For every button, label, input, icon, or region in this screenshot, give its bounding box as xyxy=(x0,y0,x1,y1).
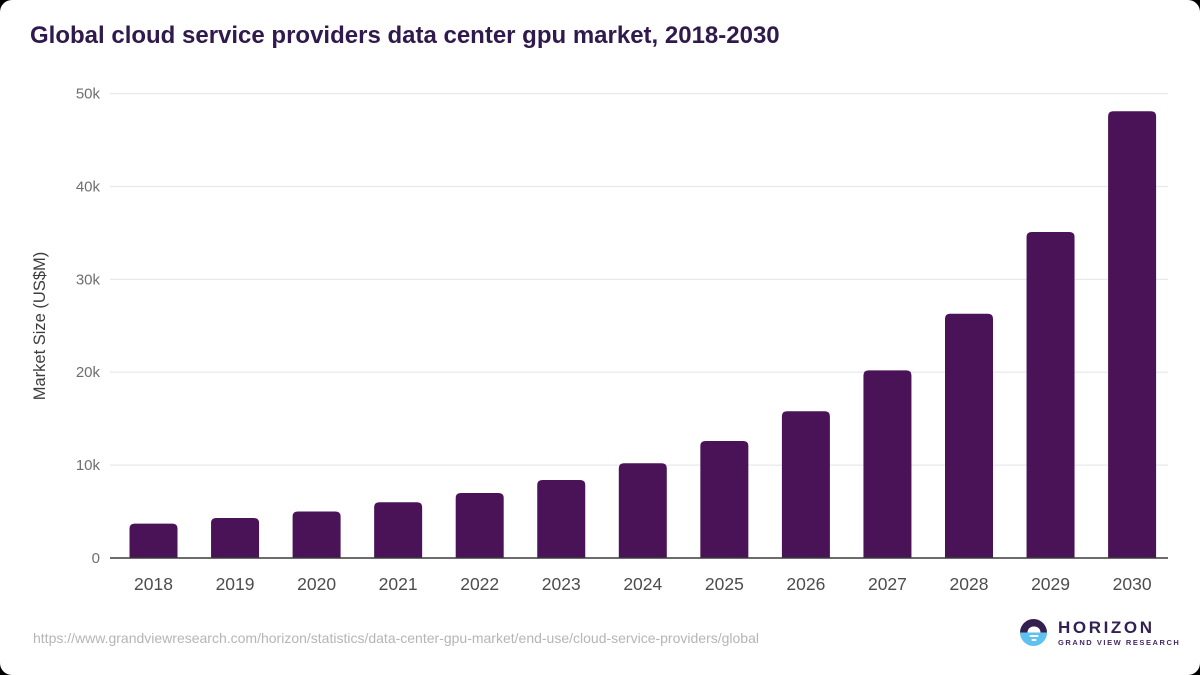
chart-title: Global cloud service providers data cent… xyxy=(30,22,780,49)
bar-2023 xyxy=(537,479,586,558)
bar-2029 xyxy=(1026,231,1075,558)
bar-2030 xyxy=(1108,111,1157,559)
bar-2020 xyxy=(292,511,341,558)
bar-2024 xyxy=(618,463,667,558)
bar-2027 xyxy=(863,370,912,558)
y-tick-label-40k: 40k xyxy=(76,178,101,195)
x-tick-label-2030: 2030 xyxy=(1113,574,1152,594)
x-tick-label-2022: 2022 xyxy=(460,574,499,594)
y-axis-title: Market Size (US$M) xyxy=(31,252,49,401)
bar-2026 xyxy=(781,411,830,558)
x-tick-label-2023: 2023 xyxy=(542,574,581,594)
bar-2019 xyxy=(211,518,260,558)
x-tick-label-2025: 2025 xyxy=(705,574,744,594)
x-tick-label-2021: 2021 xyxy=(379,574,418,594)
logo-text: HORIZON GRAND VIEW RESEARCH xyxy=(1058,619,1180,647)
bar-2018 xyxy=(129,523,178,558)
sun-reflection-icon xyxy=(1031,638,1036,641)
sun-reflection-icon xyxy=(1029,634,1038,637)
y-tick-label-30k: 30k xyxy=(76,271,101,288)
bar-2025 xyxy=(700,440,749,558)
x-tick-label-2027: 2027 xyxy=(868,574,907,594)
x-tick-label-2018: 2018 xyxy=(134,574,173,594)
x-tick-label-2020: 2020 xyxy=(297,574,336,594)
bar-2022 xyxy=(455,492,504,558)
x-tick-label-2024: 2024 xyxy=(623,574,662,594)
logo-name: HORIZON xyxy=(1058,618,1155,637)
bar-2021 xyxy=(374,502,423,558)
x-tick-label-2029: 2029 xyxy=(1031,574,1070,594)
y-tick-label-0: 0 xyxy=(92,550,100,567)
x-tick-label-2028: 2028 xyxy=(950,574,989,594)
x-tick-label-2026: 2026 xyxy=(786,574,825,594)
y-tick-label-50k: 50k xyxy=(76,86,101,103)
bar-2028 xyxy=(945,313,993,558)
sun-icon xyxy=(1027,626,1040,633)
y-tick-label-20k: 20k xyxy=(76,364,101,381)
horizon-logo-icon xyxy=(1020,619,1047,647)
x-tick-label-2019: 2019 xyxy=(216,574,255,594)
horizon-logo: HORIZON GRAND VIEW RESEARCH xyxy=(1020,619,1180,647)
source-url: https://www.grandviewresearch.com/horizo… xyxy=(33,630,759,646)
y-tick-label-10k: 10k xyxy=(76,457,101,474)
logo-subtitle: GRAND VIEW RESEARCH xyxy=(1058,638,1181,647)
